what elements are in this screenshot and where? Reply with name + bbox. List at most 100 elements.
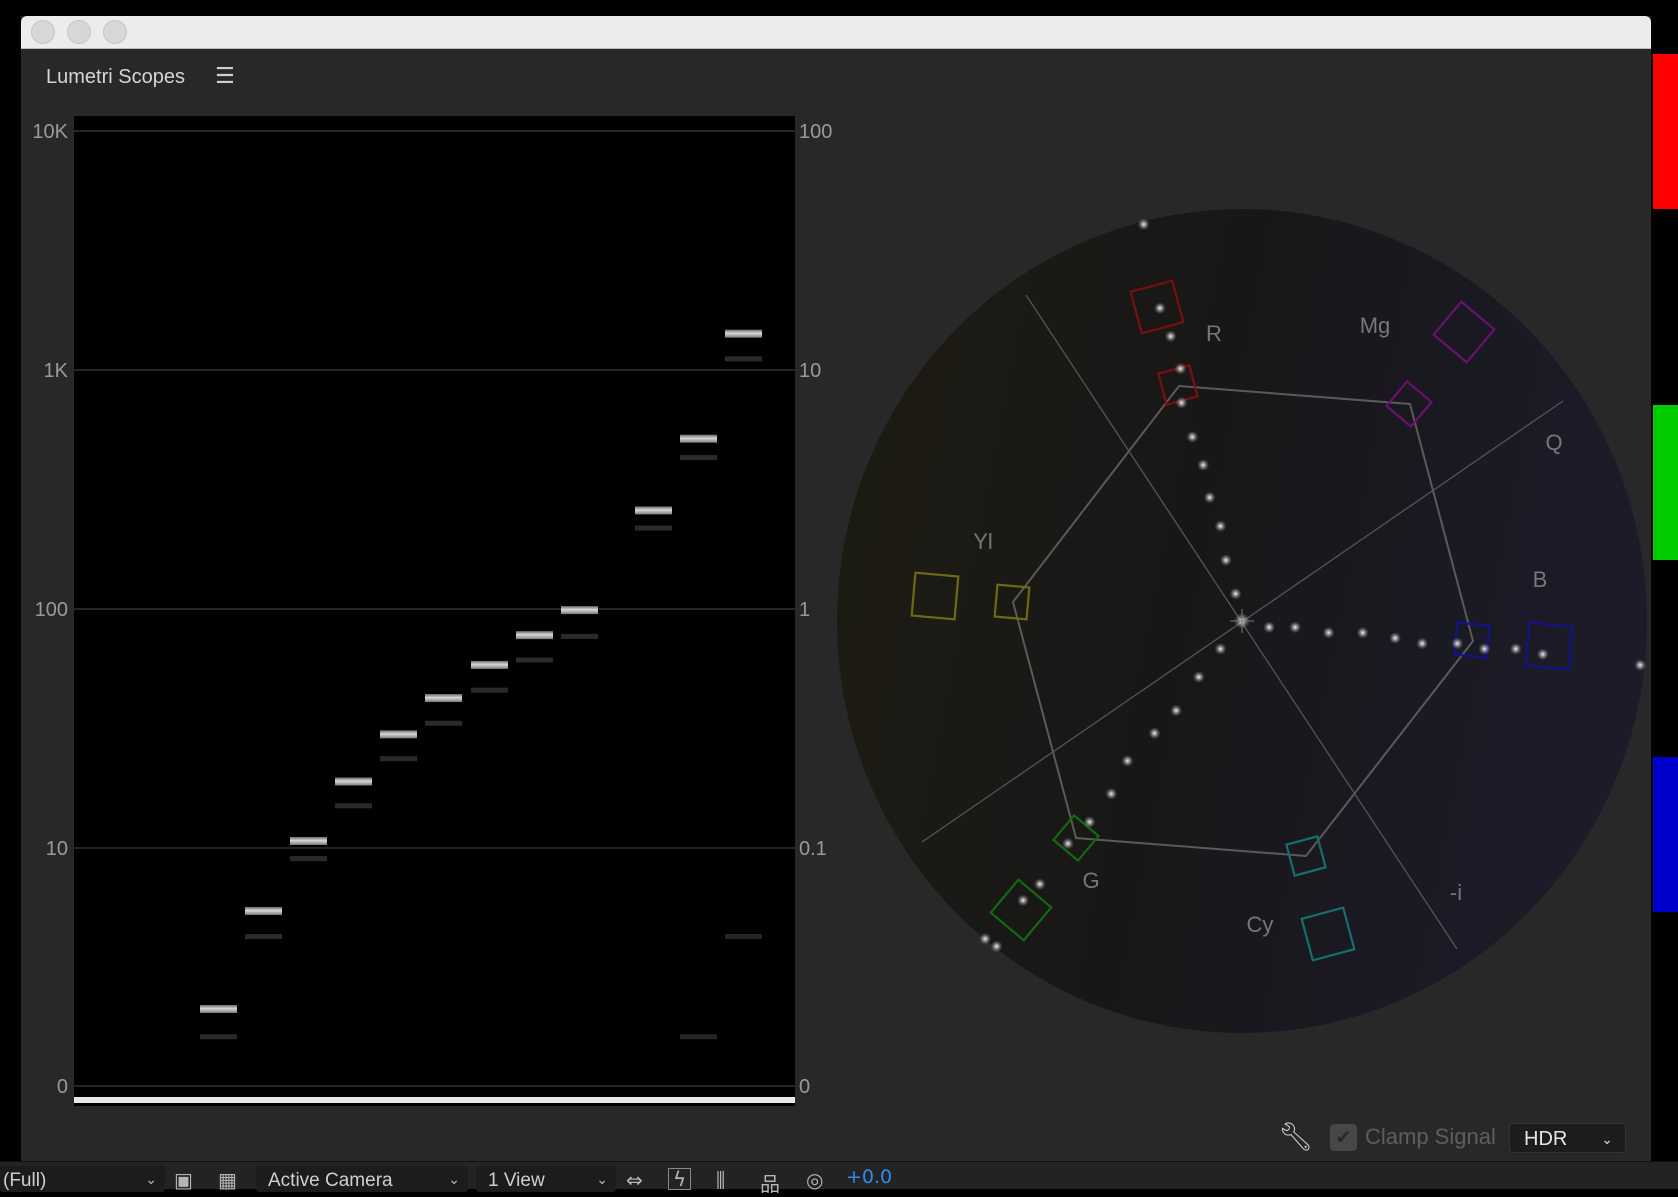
waveform-secondary-trace (516, 657, 553, 663)
vectorscope-trace-point (1219, 554, 1232, 567)
label-b: B (1533, 567, 1548, 592)
vectorscope-trace-point (1186, 430, 1199, 443)
zoom-window-button[interactable] (103, 20, 127, 44)
vectorscope-trace-point (1170, 704, 1183, 717)
waveform-secondary-trace (725, 356, 762, 362)
vectorscope-trace-point (1478, 642, 1491, 655)
waveform-step-trace (425, 694, 462, 703)
target-box-r (1129, 279, 1185, 335)
waveform-background (74, 116, 795, 1106)
vectorscope-trace-point (1192, 671, 1205, 684)
scope-mode-value: HDR (1524, 1128, 1568, 1150)
waveform-step-trace (245, 906, 282, 915)
label-yl: Yl (973, 529, 993, 554)
clamp-signal-label: Clamp Signal (1365, 1124, 1496, 1149)
scope-mode-dropdown[interactable]: HDR ⌄ (1509, 1123, 1626, 1153)
vectorscope-trace-point (1164, 330, 1177, 343)
left-axis-label: 10 (46, 838, 68, 860)
graticule-hexagon (1011, 384, 1475, 858)
viewer-toolbar: (Full) ⌄ ▣ ▦ Active Camera ⌄ 1 View ⌄ ⇔ ϟ ⫼… (0, 1161, 1678, 1196)
red-reference-bar (1653, 54, 1678, 209)
flowchart-icon[interactable]: 品 (760, 1172, 780, 1196)
waveform-step-trace (561, 606, 598, 615)
vectorscope-trace-point (1214, 520, 1227, 533)
label-mg: Mg (1360, 313, 1391, 338)
camera-dropdown[interactable]: Active Camera ⌄ (256, 1166, 468, 1192)
waveform-secondary-trace (680, 1034, 717, 1040)
vectorscope-trace-point (1263, 621, 1276, 634)
waveform-secondary-trace (380, 756, 417, 762)
vectorscope-trace-point (1451, 637, 1464, 650)
waveform-step-trace (516, 631, 553, 640)
panel-title: Lumetri Scopes (46, 66, 185, 88)
waveform-secondary-trace (335, 803, 372, 809)
minimize-window-button[interactable] (67, 20, 91, 44)
target-box-b (1524, 621, 1574, 671)
vectorscope-trace-point (1634, 659, 1647, 672)
waveform-black-level-trace (74, 1097, 795, 1103)
vectorscope-trace-point (1033, 878, 1046, 891)
vectorscope-trace-point (1536, 648, 1549, 661)
target-box-mg (1432, 300, 1496, 364)
right-axis-label: 10 (799, 360, 821, 382)
exposure-icon[interactable]: ◎ (806, 1168, 824, 1192)
vectorscope-trace-point (1509, 642, 1522, 655)
chevron-down-icon: ⌄ (145, 1171, 157, 1187)
waveform-secondary-trace (725, 934, 762, 940)
vectorscope-trace-point (1416, 637, 1429, 650)
right-axis-label: 1 (799, 599, 810, 621)
right-axis-label: 100 (799, 121, 832, 143)
waveform-step-trace (725, 329, 762, 338)
vectorscope-trace-point (1174, 362, 1187, 375)
right-axis-label: 0.1 (799, 838, 827, 860)
vectorscope-trace-point (1137, 218, 1150, 231)
views-dropdown[interactable]: 1 View ⌄ (476, 1166, 616, 1192)
hamburger-icon[interactable]: ☰ (215, 64, 235, 89)
waveform-step-trace (635, 506, 672, 515)
blue-reference-bar (1653, 757, 1678, 912)
waveform-step-trace (335, 777, 372, 786)
toggle-pixel-aspect-icon[interactable]: ⇔ (626, 1168, 643, 1192)
vectorscope-trace-point (1356, 626, 1369, 639)
transparency-grid-icon[interactable]: ▦ (218, 1168, 237, 1192)
label-g: G (1082, 868, 1099, 893)
vectorscope-trace-point (1121, 754, 1134, 767)
wrench-icon[interactable]: 🔧︎ (1278, 1120, 1314, 1153)
resolution-dropdown[interactable]: (Full) ⌄ (0, 1166, 165, 1192)
left-axis-label: 1K (44, 360, 69, 382)
vectorscope-trace-point (1229, 587, 1242, 600)
target-box-g (989, 878, 1053, 942)
waveform-step-trace (290, 836, 327, 845)
camera-value: Active Camera (268, 1170, 393, 1191)
views-value: 1 View (488, 1170, 545, 1191)
vectorscope-trace-point (979, 932, 992, 945)
region-of-interest-icon[interactable]: ▣ (174, 1168, 193, 1192)
waveform-secondary-trace (635, 525, 672, 531)
close-window-button[interactable] (31, 20, 55, 44)
label-q: Q (1545, 430, 1562, 455)
vectorscope-trace-point (1148, 727, 1161, 740)
waveform-secondary-trace (200, 1034, 237, 1040)
vectorscope-trace-point (1105, 787, 1118, 800)
waveform-secondary-trace (290, 856, 327, 862)
chevron-down-icon: ⌄ (448, 1171, 460, 1187)
waveform-secondary-trace (425, 720, 462, 726)
target-box-yl (993, 583, 1031, 621)
clamp-signal-checkbox[interactable]: ✔ (1330, 1124, 1357, 1151)
fast-previews-icon[interactable]: ϟ (668, 1168, 692, 1190)
vectorscope-trace-point (1197, 459, 1210, 472)
left-axis-label: 100 (35, 599, 68, 621)
exposure-value[interactable]: +0.0 (846, 1166, 893, 1188)
target-box-mg (1384, 379, 1434, 429)
waveform-step-trace (380, 730, 417, 739)
title-bar (21, 16, 1651, 49)
vectorscope-trace-point (1017, 894, 1030, 907)
waveform-secondary-trace (561, 633, 598, 639)
waveform-secondary-trace (680, 455, 717, 461)
waveform-scope: 10K 1K 100 10 0 100 10 1 0.1 0 (32, 116, 832, 1106)
timeline-icon[interactable]: ⫼ (716, 1168, 726, 1192)
label-i: -i (1450, 880, 1462, 905)
left-axis-label: 10K (32, 121, 68, 143)
vectorscope-trace-point (990, 940, 1003, 953)
